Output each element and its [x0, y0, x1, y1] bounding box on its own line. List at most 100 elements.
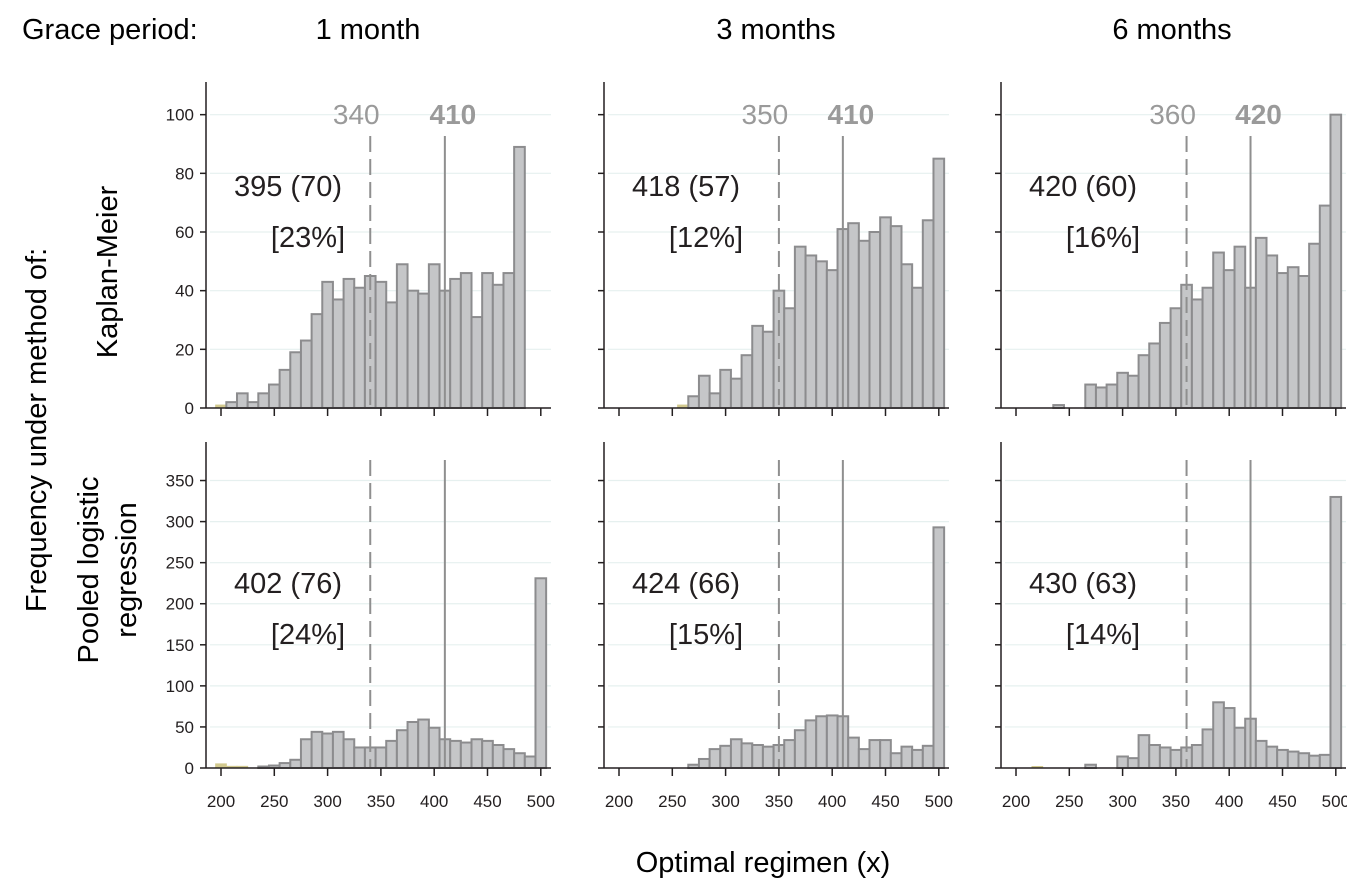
histogram-bar — [1308, 754, 1321, 769]
histogram-bar — [857, 239, 871, 409]
histogram-bar — [246, 401, 260, 409]
x-tick-label: 350 — [367, 792, 395, 811]
histogram-bar — [1201, 286, 1215, 410]
annotation-percent: [15%] — [669, 619, 743, 651]
histogram-bar — [331, 730, 345, 769]
y-tick-label: 0 — [185, 759, 194, 778]
y-tick-label: 250 — [166, 554, 194, 573]
y-tick-label: 0 — [185, 399, 194, 418]
annotation-value: 430 (63) — [1029, 568, 1137, 600]
histogram-bar — [1212, 251, 1225, 409]
histogram-bar — [847, 222, 860, 409]
histogram-bar — [299, 339, 313, 409]
panel-r0-c0: 340 410 395 (70) [23%] 0 20 40 60 80 100 — [166, 82, 551, 418]
histogram-bar — [395, 729, 409, 770]
solid-line-label: 410 — [828, 99, 875, 130]
x-tick-label: 500 — [527, 792, 555, 811]
histogram-bar — [385, 301, 398, 409]
histogram-bar — [1137, 734, 1151, 769]
dashed-line-label: 340 — [333, 99, 380, 130]
histogram-bar — [321, 280, 334, 409]
histogram-bar — [491, 283, 505, 409]
histogram-bar — [1169, 307, 1183, 409]
histogram-bar — [1094, 386, 1108, 410]
x-tick-label: 200 — [207, 792, 235, 811]
x-tick-label: 350 — [1162, 792, 1190, 811]
histogram-bar — [353, 286, 366, 410]
y-tick-label: 350 — [166, 472, 194, 491]
histogram-bar — [1276, 748, 1289, 769]
histogram-bar — [697, 374, 711, 410]
y-tick-label: 60 — [175, 223, 194, 242]
histogram-bar — [751, 744, 764, 770]
histogram-bar — [815, 260, 828, 410]
histogram-bar — [1265, 745, 1279, 769]
annotation-percent: [16%] — [1066, 222, 1140, 254]
x-tick-label: 350 — [765, 792, 793, 811]
histogram-bar — [868, 739, 882, 769]
x-tick-label: 500 — [1322, 792, 1347, 811]
row-label-pooled-logistic-line2: regression — [111, 502, 143, 637]
histogram-bar — [1254, 236, 1268, 409]
histogram-bar — [1233, 245, 1247, 409]
histogram-bar — [1126, 374, 1140, 410]
annotation-value: 424 (66) — [632, 568, 740, 600]
histogram-bar — [310, 730, 324, 769]
histogram-bar — [310, 313, 324, 409]
histogram-bar — [278, 368, 292, 410]
histogram-bar — [1222, 269, 1236, 409]
histogram-bar — [395, 263, 409, 409]
histogram-bar — [889, 225, 903, 409]
histogram-bar — [1116, 755, 1129, 770]
y-tick-label: 50 — [175, 718, 194, 737]
histogram-bar — [879, 739, 892, 769]
histogram-bar — [761, 745, 775, 769]
annotation-percent: [24%] — [271, 619, 345, 651]
histogram-bar — [900, 745, 914, 769]
histogram-bar — [459, 272, 473, 410]
histogram-bar — [687, 395, 700, 409]
histogram-bar — [321, 732, 334, 770]
histogram-bar — [1286, 750, 1300, 769]
histogram-bar — [225, 401, 238, 409]
histogram-bar — [932, 526, 946, 769]
histogram-bar — [502, 272, 516, 410]
histogram-bar — [932, 157, 946, 409]
panel-r1-c0: 402 (76) [24%] 0 50 100 150 200 250 300 350 200 250… — [166, 442, 555, 811]
histogram-bar — [385, 739, 398, 769]
histogram-bar — [804, 254, 818, 409]
annotation-percent: [23%] — [271, 222, 345, 254]
histogram-bar — [697, 757, 711, 769]
histogram-bar — [793, 729, 807, 770]
histogram-bar — [1116, 371, 1129, 409]
histogram-bar — [342, 277, 356, 409]
x-tick-label: 450 — [871, 792, 899, 811]
x-tick-label: 200 — [1002, 792, 1030, 811]
histogram-bar — [1254, 739, 1268, 769]
histogram-bar — [481, 739, 494, 769]
histogram-bar — [406, 289, 420, 409]
histogram-bar — [1158, 746, 1172, 770]
histogram-bar — [1137, 354, 1151, 410]
x-tick-label: 500 — [925, 792, 953, 811]
histogram-bar — [911, 286, 924, 410]
histogram-bar — [879, 216, 892, 409]
annotation-value: 395 (70) — [234, 171, 342, 203]
column-header-1-month: 1 month — [316, 14, 421, 46]
histogram-bar — [523, 755, 537, 770]
annotation-value: 420 (60) — [1029, 171, 1137, 203]
histogram-bar — [299, 738, 313, 770]
y-tick-label: 40 — [175, 282, 194, 301]
histogram-bar — [740, 354, 754, 410]
annotation-percent: [12%] — [669, 222, 743, 254]
histogram-bar — [815, 715, 828, 769]
x-tick-label: 400 — [1215, 792, 1243, 811]
annotation-value: 402 (76) — [234, 568, 342, 600]
row-label-pooled-logistic-line1: Pooled logistic — [73, 477, 105, 664]
x-tick-label: 250 — [658, 792, 686, 811]
panel-r1-c1: 424 (66) [15%] 200 250 300 350 400 450 500 — [598, 442, 953, 811]
y-tick-label: 300 — [166, 513, 194, 532]
panel-r0-c1: 350 410 418 (57) [12%] — [598, 82, 949, 416]
histogram-bar — [331, 298, 345, 410]
x-tick-label: 400 — [818, 792, 846, 811]
